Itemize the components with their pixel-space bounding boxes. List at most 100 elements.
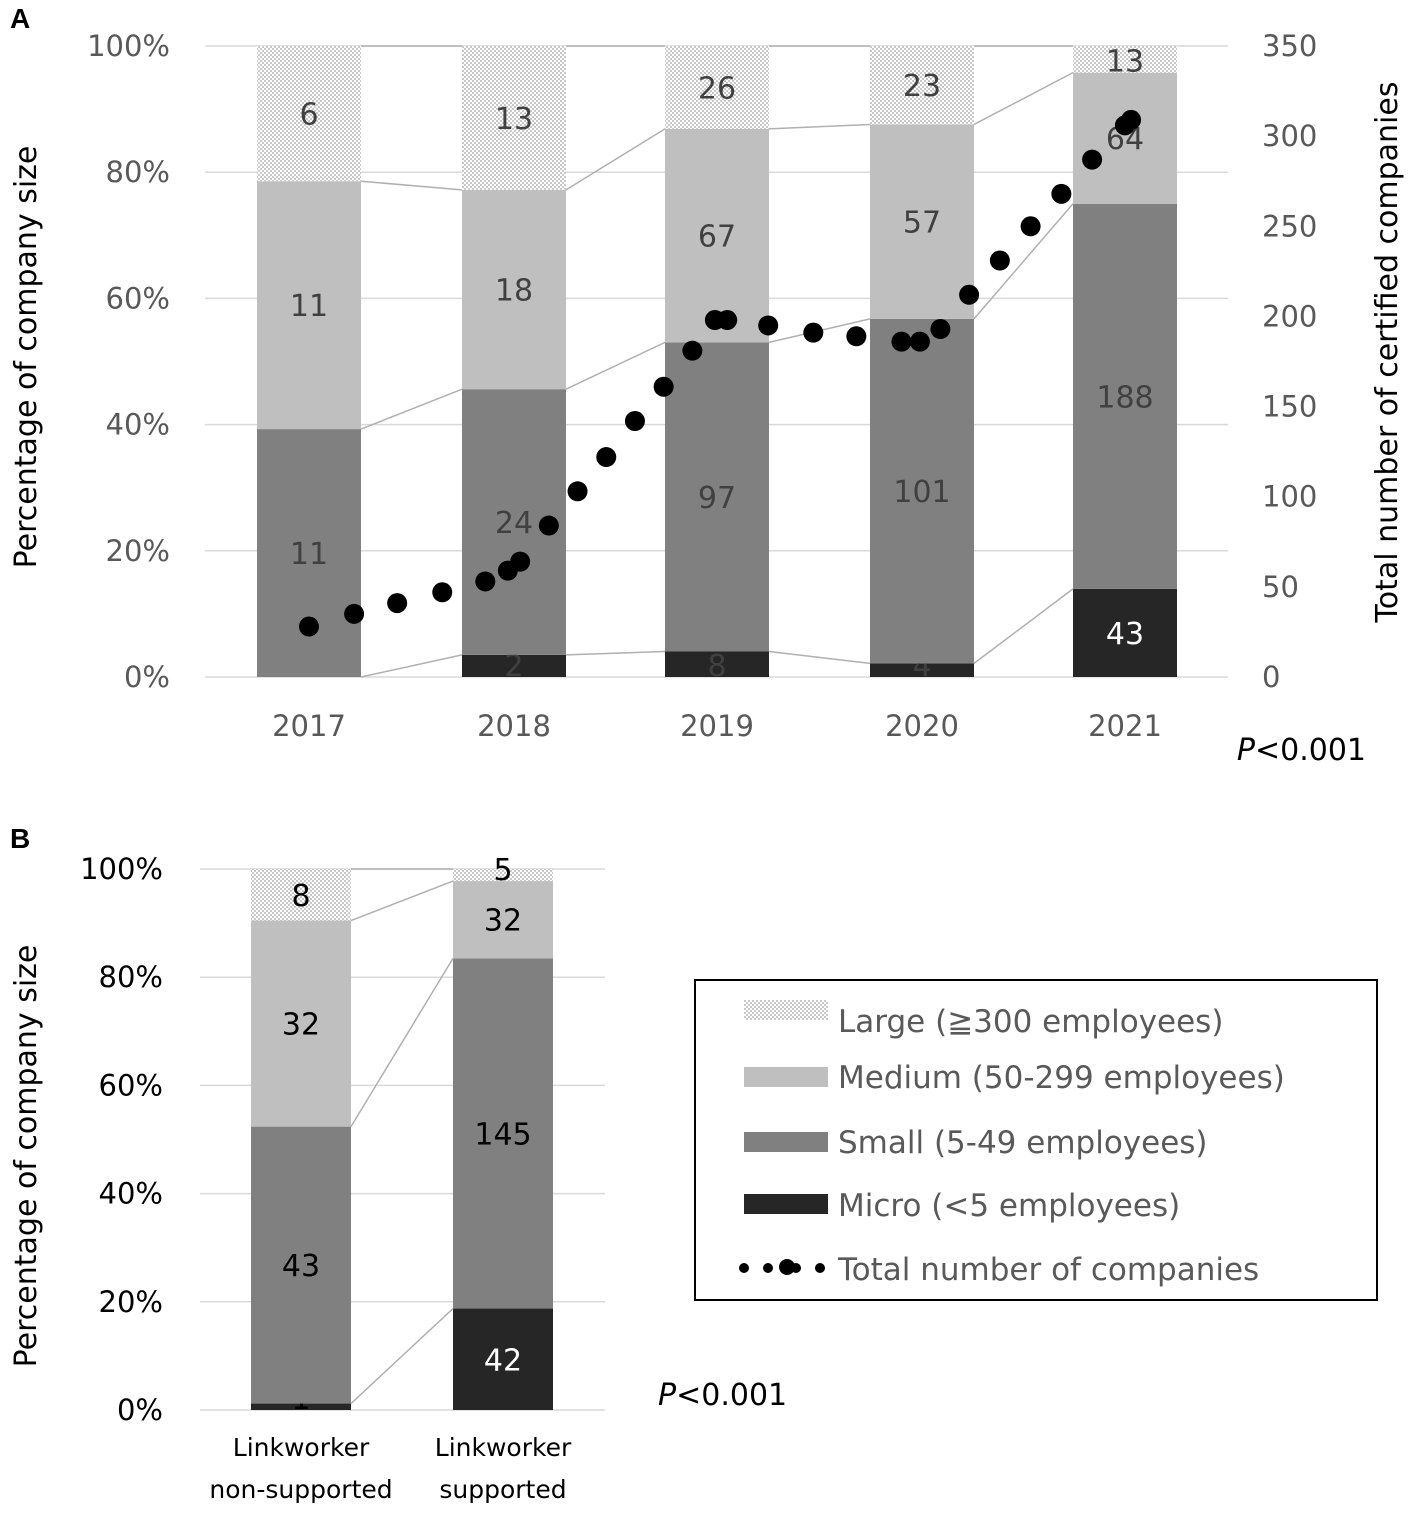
data-label-small-0: 43	[282, 1249, 320, 1284]
data-label-micro-2: 8	[707, 649, 726, 684]
data-label-large-3: 23	[903, 69, 941, 104]
connector-line-3-3	[973, 71, 1074, 126]
connector-line-0-3	[350, 880, 454, 922]
data-label-medium-3: 57	[903, 206, 941, 241]
total-dot-17	[846, 326, 867, 347]
bar-large-1	[462, 46, 566, 190]
bar-large-4	[1073, 46, 1177, 73]
data-label-small-1: 24	[495, 506, 533, 541]
data-label-medium-0: 11	[290, 289, 328, 324]
y-axis-title: Percentage of company size	[9, 146, 44, 569]
bar-large-3	[870, 46, 974, 125]
y2-tick-label-7: 350	[1262, 29, 1317, 63]
x-tick-label-1-0: Linkworker	[435, 1433, 572, 1462]
data-label-micro-4: 43	[1106, 617, 1144, 652]
data-label-medium-1: 32	[484, 904, 522, 939]
data-label-small-1: 145	[474, 1117, 531, 1152]
p-value-b-italic: P	[658, 1378, 677, 1413]
data-label-large-2: 26	[698, 71, 736, 106]
bar-micro-2	[665, 651, 769, 677]
data-label-small-4: 188	[1096, 380, 1153, 415]
data-label-medium-1: 18	[495, 274, 533, 309]
data-label-small-0: 11	[290, 537, 328, 572]
x-tick-label-3: 2020	[885, 709, 959, 743]
connector-line-1-2	[565, 341, 666, 390]
connector-line-3-2	[973, 203, 1074, 320]
bar-large-0	[251, 869, 351, 921]
bar-medium-1	[462, 189, 566, 390]
y2-tick-label-1: 50	[1262, 570, 1299, 604]
connector-line-0-3	[360, 180, 463, 191]
total-dot-3	[432, 582, 453, 603]
total-dot-8	[567, 481, 588, 502]
panel-a-chart: 0%20%40%60%80%100%0111162241813897672641…	[9, 29, 1405, 768]
data-label-large-0: 8	[291, 879, 310, 914]
x-tick-label-2: 2019	[680, 709, 754, 743]
connector-line-0-1	[350, 1308, 454, 1405]
total-dot-25	[1082, 149, 1103, 170]
total-dot-1	[344, 603, 365, 624]
total-dot-2	[387, 593, 408, 614]
y2-tick-label-3: 150	[1262, 390, 1317, 424]
legend-dot-2	[763, 1263, 773, 1273]
p-value-b-rest: <0.001	[676, 1378, 787, 1413]
legend-label-micro: Micro (<5 employees)	[838, 1188, 1180, 1224]
y-axis-title-b: Percentage of company size	[9, 945, 44, 1368]
data-label-large-1: 5	[493, 853, 512, 888]
bar-large-1	[453, 869, 553, 882]
y2-tick-label-6: 300	[1262, 119, 1317, 153]
bar-medium-3	[870, 124, 974, 319]
total-dot-16	[803, 322, 824, 343]
bar-medium-4	[1073, 72, 1177, 204]
connector-line-2-1	[768, 650, 871, 665]
total-dot-9	[596, 447, 617, 468]
bar-medium-2	[665, 128, 769, 343]
total-dot-18	[891, 331, 912, 352]
panel-b-label: B	[10, 823, 30, 854]
total-dot-22	[989, 250, 1010, 271]
total-dot-14	[717, 310, 738, 331]
panel-b-chart: 0%20%40%60%80%100%14332842145325Linkwork…	[9, 852, 787, 1504]
bar-medium-0	[251, 920, 351, 1127]
y2-tick-label-0: 0	[1262, 660, 1280, 694]
bar-medium-1	[453, 881, 553, 959]
y-tick-label-0: 0%	[117, 1393, 163, 1427]
x-tick-label-0: 2017	[272, 709, 346, 743]
legend-dot-3	[779, 1259, 795, 1275]
connector-line-1-1	[565, 650, 666, 656]
legend-label-large: Large (≧300 employees)	[838, 1004, 1223, 1040]
data-label-small-2: 97	[698, 481, 736, 516]
bar-medium-0	[257, 181, 361, 430]
bar-small-3	[870, 318, 974, 664]
total-dot-10	[624, 410, 645, 431]
bar-micro-1	[453, 1308, 553, 1410]
total-dot-12	[682, 340, 703, 361]
panel-a-label: A	[10, 3, 30, 34]
y2-tick-label-4: 200	[1262, 299, 1317, 333]
legend-label-small: Small (5-49 employees)	[838, 1125, 1208, 1161]
p-value-a: P<0.001	[1237, 733, 1366, 768]
bar-small-4	[1073, 203, 1177, 589]
y-tick-label-5: 100%	[87, 29, 170, 63]
y-tick-label-1: 20%	[106, 534, 170, 568]
y2-axis-title: Total number of certified companies	[1370, 82, 1405, 624]
total-dot-27	[1121, 109, 1142, 130]
bar-micro-0	[251, 1403, 351, 1410]
x-tick-label-1: 2018	[477, 709, 551, 743]
p-value-a-italic: P	[1237, 733, 1256, 768]
total-dot-23	[1020, 216, 1041, 237]
x-tick-label-4: 2021	[1088, 709, 1162, 743]
total-dot-15	[758, 315, 779, 336]
y-tick-label-3: 60%	[106, 281, 170, 315]
connector-line-2-3	[768, 123, 871, 130]
legend-label-total: Total number of companies	[837, 1252, 1259, 1288]
connector-line-0-2	[360, 388, 463, 430]
connector-line-1-3	[565, 128, 666, 191]
bar-small-1	[453, 958, 553, 1309]
bar-large-0	[257, 46, 361, 182]
bar-micro-1	[462, 654, 566, 677]
y-tick-label-2: 40%	[106, 408, 170, 442]
y-tick-label-5: 100%	[80, 852, 163, 886]
p-value-b: P<0.001	[658, 1378, 787, 1413]
bar-small-0	[251, 1126, 351, 1404]
